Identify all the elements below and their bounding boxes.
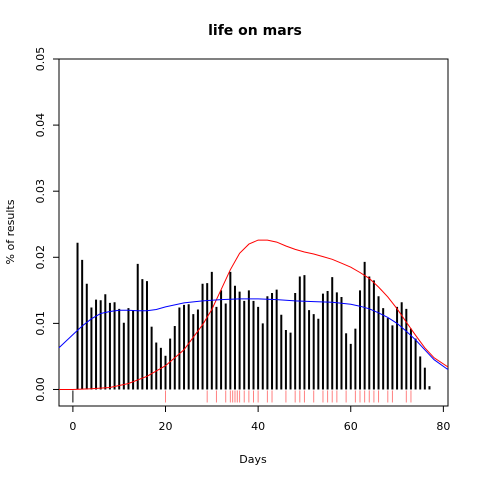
x-tick-label: 80 <box>436 420 450 433</box>
x-axis-label: Days <box>239 453 267 466</box>
plot-area: 0 20 40 60 80 0.00 0.01 0.02 0.03 0.04 0.05 <box>34 47 450 433</box>
y-tick-label: 0.02 <box>34 245 47 270</box>
y-tick-label: 0.03 <box>34 179 47 204</box>
x-tick-label: 0 <box>69 420 76 433</box>
y-tick-label: 0.00 <box>34 377 47 402</box>
red-density-line <box>59 239 449 390</box>
y-tick-label: 0.01 <box>34 311 47 336</box>
blue-density-line <box>58 298 449 371</box>
x-tick-label: 60 <box>344 420 358 433</box>
plot-frame <box>58 58 449 407</box>
y-tick-label: 0.05 <box>34 47 47 72</box>
x-tick-label: 20 <box>159 420 173 433</box>
y-axis-label: % of results <box>4 199 17 264</box>
y-tick-label: 0.04 <box>34 113 47 138</box>
chart-title: life on mars <box>208 23 302 39</box>
x-tick-label: 40 <box>251 420 265 433</box>
